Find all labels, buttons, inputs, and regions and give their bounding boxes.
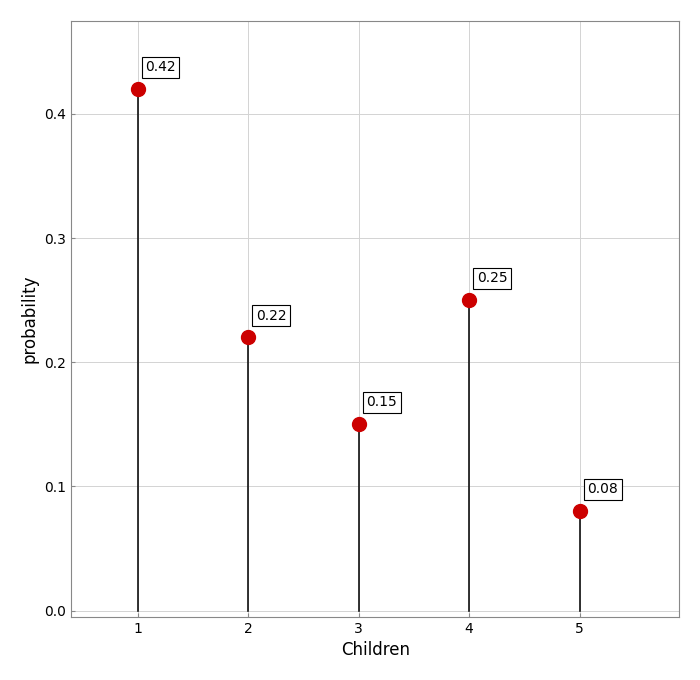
X-axis label: Children: Children [341,641,409,659]
Text: 0.22: 0.22 [256,309,286,322]
Point [353,419,364,430]
Text: 0.08: 0.08 [587,482,618,496]
Point [132,84,144,95]
Text: 0.15: 0.15 [366,396,397,409]
Point [242,332,253,343]
Text: 0.42: 0.42 [146,61,176,74]
Text: 0.25: 0.25 [477,271,508,286]
Y-axis label: probability: probability [21,275,38,363]
Point [574,506,585,517]
Point [463,294,475,305]
